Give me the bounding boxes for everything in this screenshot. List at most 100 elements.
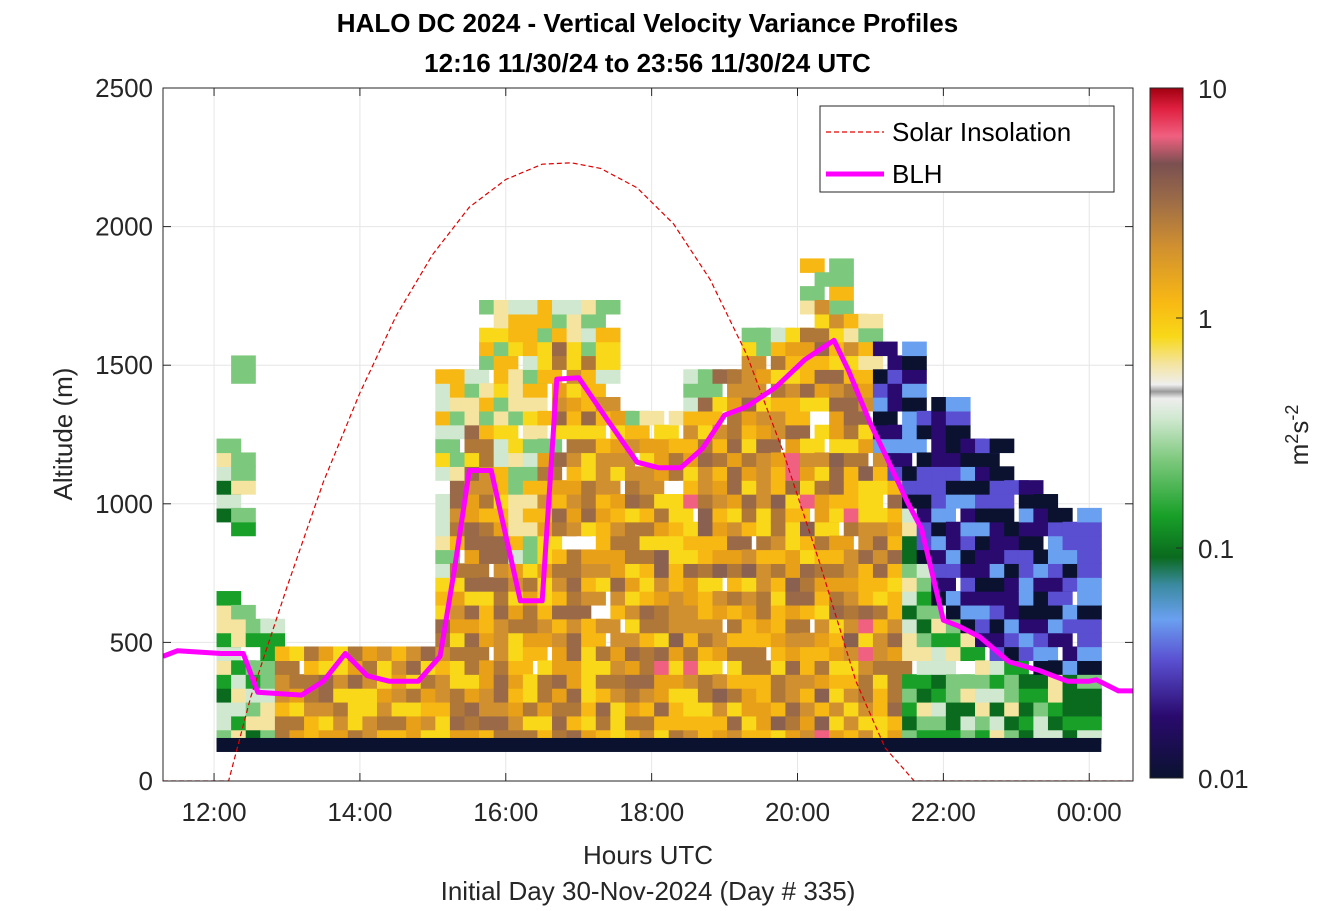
y-tick-label: 2000 xyxy=(95,212,153,242)
variance-cell xyxy=(697,577,723,592)
variance-cell xyxy=(522,383,548,398)
variance-cell xyxy=(231,452,256,467)
variance-cell xyxy=(902,438,927,454)
variance-cell xyxy=(624,424,650,440)
variance-cell xyxy=(231,480,256,495)
variance-cell xyxy=(945,397,971,412)
variance-cell xyxy=(231,355,256,370)
variance-cell xyxy=(814,521,840,537)
solar-insolation-line xyxy=(163,162,1133,781)
variance-cell xyxy=(1077,521,1102,537)
near-surface-band xyxy=(216,737,1102,752)
variance-cell xyxy=(989,494,1015,509)
variance-cell xyxy=(1077,591,1102,606)
variance-cell xyxy=(1077,535,1102,551)
legend-solar-label: Solar Insolation xyxy=(892,117,1071,147)
variance-cell xyxy=(595,369,621,384)
variance-cell xyxy=(931,507,956,523)
variance-cell xyxy=(916,604,942,620)
variance-cell xyxy=(902,369,927,384)
variance-cell xyxy=(1077,563,1102,578)
variance-cell xyxy=(231,507,256,523)
variance-cell xyxy=(785,507,811,523)
y-tick-label: 0 xyxy=(139,766,153,796)
variance-cell xyxy=(741,646,767,661)
variance-cell xyxy=(741,355,767,370)
variance-cell xyxy=(785,410,811,426)
variance-cell xyxy=(231,369,256,384)
variance-cell xyxy=(843,452,869,467)
variance-cell xyxy=(902,341,927,357)
variance-cell xyxy=(829,286,854,301)
variance-cell xyxy=(1033,494,1059,509)
variance-cell xyxy=(654,424,679,440)
variance-cell xyxy=(231,521,256,537)
variance-cell xyxy=(887,452,913,467)
colorbar-label: m2s-2 xyxy=(1282,405,1314,466)
variance-cell xyxy=(1077,507,1102,523)
variance-cell xyxy=(581,591,606,606)
variance-cell xyxy=(508,660,533,675)
variance-cell xyxy=(464,563,490,578)
variance-cell xyxy=(566,604,592,620)
variance-cell xyxy=(785,618,811,634)
variance-cell xyxy=(829,258,854,273)
variance-cell xyxy=(858,327,884,343)
variance-cell xyxy=(1077,577,1102,592)
variance-cell xyxy=(697,383,723,398)
variance-cell xyxy=(493,424,519,440)
variance-cell xyxy=(216,591,242,606)
y-axis-label: Altitude (m) xyxy=(48,368,78,501)
variance-cell xyxy=(464,369,490,384)
colorbar-tick-label: 10 xyxy=(1198,74,1227,104)
variance-cell xyxy=(464,646,490,661)
variance-cell xyxy=(639,410,665,426)
variance-cell xyxy=(581,313,606,329)
variance-cell xyxy=(435,438,461,454)
variance-cell xyxy=(537,535,563,551)
variance-cell xyxy=(799,258,825,273)
x-tick-label: 12:00 xyxy=(182,797,247,827)
variance-cell xyxy=(1077,618,1102,634)
variance-cell xyxy=(537,438,563,454)
variance-cell xyxy=(1077,715,1102,731)
colorbar-ticks: 0.01 0.1 1 10 xyxy=(1176,74,1249,794)
variance-cell xyxy=(799,438,825,454)
variance-cell xyxy=(668,507,694,523)
variance-cell xyxy=(1077,632,1102,648)
variance-cell xyxy=(522,397,548,412)
variance-cell xyxy=(1077,549,1102,564)
variance-cell xyxy=(902,397,927,412)
variance-cell xyxy=(989,438,1015,454)
variance-cells xyxy=(216,258,1102,752)
variance-cell xyxy=(829,299,854,315)
variance-cell xyxy=(741,383,767,398)
variance-cell xyxy=(756,438,781,454)
y-tick-label: 2500 xyxy=(95,73,153,103)
y-tick-label: 1000 xyxy=(95,489,153,519)
variance-cell xyxy=(639,480,665,495)
variance-cell xyxy=(945,424,971,440)
variance-cell xyxy=(274,660,300,675)
colorbar-tick-label: 0.1 xyxy=(1198,534,1234,564)
variance-cell xyxy=(829,272,854,287)
variance-cell xyxy=(1077,660,1102,675)
blh-line xyxy=(163,337,1133,698)
series-lines xyxy=(163,162,1133,781)
variance-cell xyxy=(1077,646,1102,661)
variance-cell xyxy=(1077,701,1102,717)
y-tick-label: 1500 xyxy=(95,350,153,380)
legend: Solar Insolation BLH xyxy=(819,105,1115,193)
variance-cell xyxy=(1047,507,1073,523)
variance-cell xyxy=(829,535,854,551)
colorbar: 0.01 0.1 1 10 m2s-2 xyxy=(1149,74,1314,794)
variance-cell xyxy=(858,313,884,329)
variance-cell xyxy=(872,410,898,426)
colorbar-tick-label: 1 xyxy=(1198,304,1212,334)
variance-cell xyxy=(595,480,621,495)
variance-cell xyxy=(260,618,285,634)
variance-cell xyxy=(595,327,621,343)
x-axis-label: Hours UTC xyxy=(582,840,713,870)
variance-cell xyxy=(872,341,898,357)
variance-cell xyxy=(581,632,606,648)
